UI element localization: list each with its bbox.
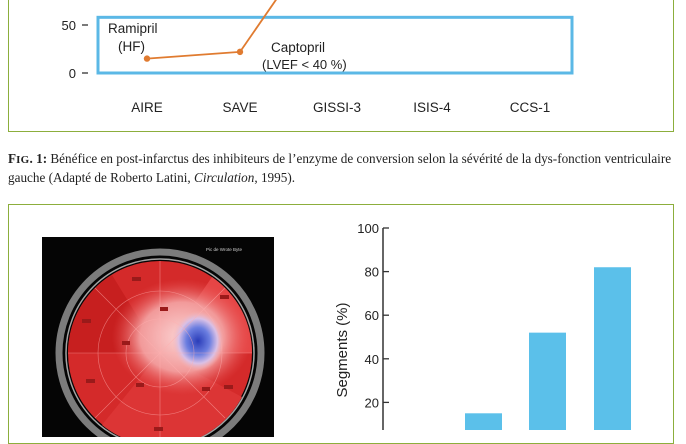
y-tick-label: 0 (69, 66, 76, 81)
annotation-captopril-line2: (LVEF < 40 %) (262, 57, 347, 72)
bar (465, 413, 502, 430)
series-line (146, 50, 241, 60)
caption-journal: Circulation (194, 170, 255, 185)
bullseye-outer-ring-inner (65, 258, 255, 444)
y-tick-label: 50 (62, 18, 76, 33)
bar (594, 267, 631, 430)
caption-text-end: , 1995). (254, 170, 296, 185)
category-label: AIRE (131, 100, 163, 115)
caption-text: Bénéfice en post-infarctus des inhibiteu… (8, 151, 672, 185)
annotation-ramipril-line1: Ramipril (108, 21, 158, 36)
y-tick-label: 40 (365, 352, 379, 367)
caption-label-first: F (8, 151, 17, 166)
category-label: ISIS-4 (413, 100, 451, 115)
y-axis: 0 50 (62, 18, 88, 81)
series-point (143, 55, 151, 62)
annotation-ramipril-line2: (HF) (118, 39, 145, 54)
figure-1-caption: FIG. 1: Bénéfice en post-infarctus des i… (8, 150, 678, 187)
series-points (143, 48, 244, 62)
figure-2-bar-chart: 20 40 60 80 100 Segments (%) (334, 221, 631, 430)
highlight-box (96, 15, 574, 75)
category-label: SAVE (222, 100, 257, 115)
figure-1-frame (8, 0, 674, 132)
category-label: GISSI-3 (313, 100, 361, 115)
bars (465, 267, 631, 430)
bar (529, 332, 566, 430)
x-axis-categories: AIRE SAVE GISSI-3 ISIS-4 CCS-1 (131, 100, 550, 115)
annotation-captopril-line1: Captopril (271, 40, 325, 55)
y-tick-label: 20 (365, 395, 379, 410)
bullseye-header: Pic de Wrote Byte (206, 247, 242, 252)
bullseye-core (172, 311, 224, 371)
figure-1-chart: 050 AIRE SAVE GISSI-3 ISIS-4 CCS-1 Ramipril … (62, 0, 574, 115)
series-line-upper-segment (239, 0, 277, 53)
caption-label-smallcaps: IG (16, 154, 30, 166)
bullseye-sector-bottom (102, 353, 242, 444)
y-axis-ticks: 20 40 60 80 100 (357, 221, 389, 410)
y-tick-label: 80 (365, 265, 379, 280)
bullseye-labels (82, 277, 233, 431)
bullseye-polar-map: Pic de Wrote Byte (55, 247, 265, 444)
y-tick-label: 100 (357, 221, 379, 236)
caption-label: FIG. 1: (8, 151, 47, 166)
bullseye-image: Pic de Wrote Byte (42, 237, 274, 444)
bullseye-segment-lines (68, 261, 252, 444)
y-axis-label: Segments (%) (334, 302, 351, 397)
y-tick-label: 60 (365, 308, 379, 323)
category-label: CCS-1 (510, 100, 551, 115)
bullseye-outer-ring (55, 248, 265, 444)
caption-label-number: . 1: (29, 151, 48, 166)
series-point (236, 48, 244, 56)
